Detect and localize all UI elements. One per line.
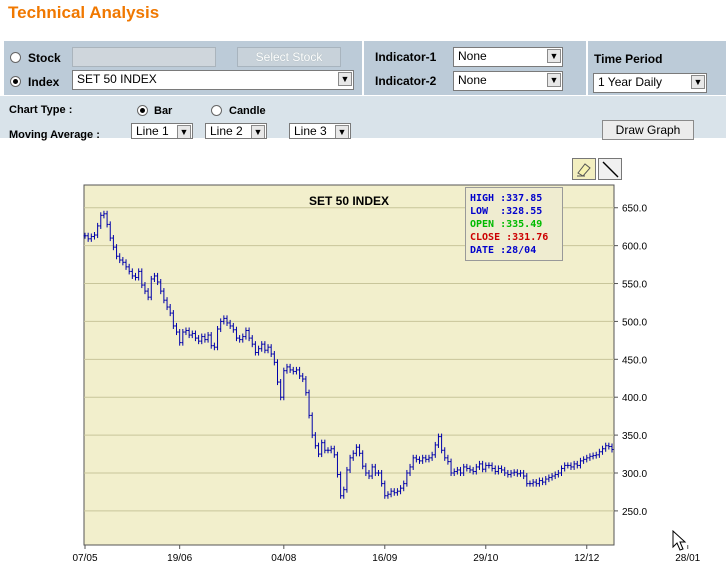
time-period-value: 1 Year Daily xyxy=(598,75,663,89)
stock-input[interactable] xyxy=(72,47,216,67)
x-tick-label: 07/05 xyxy=(72,553,97,564)
ma-line2-value: Line 2 xyxy=(210,124,243,138)
chevron-down-icon: ▼ xyxy=(338,72,352,86)
ma-line1-select[interactable]: Line 1 ▼ xyxy=(131,123,193,139)
tooltip-high: HIGH :337.85 xyxy=(470,193,543,204)
tooltip-low: LOW :328.55 xyxy=(470,206,543,217)
moving-average-label: Moving Average : xyxy=(9,129,100,141)
x-tick-label: 19/06 xyxy=(167,553,192,564)
chevron-down-icon: ▼ xyxy=(251,125,265,138)
chart-title: SET 50 INDEX xyxy=(309,194,389,208)
eraser-icon xyxy=(577,163,591,177)
eraser-tool-button[interactable] xyxy=(572,158,596,180)
bar-label: Bar xyxy=(154,105,173,117)
y-tick-label: 600.0 xyxy=(622,242,647,253)
line-draw-icon xyxy=(602,161,619,178)
bar-radio[interactable] xyxy=(137,105,148,116)
chevron-down-icon: ▼ xyxy=(547,49,561,63)
ma-line1-value: Line 1 xyxy=(136,124,169,138)
ma-line2-select[interactable]: Line 2 ▼ xyxy=(205,123,267,139)
y-tick-label: 550.0 xyxy=(622,280,647,291)
indicator1-select[interactable]: None ▼ xyxy=(453,47,563,67)
chart-type-label: Chart Type : xyxy=(9,104,73,116)
tooltip-close: CLOSE :331.76 xyxy=(470,232,549,243)
chevron-down-icon: ▼ xyxy=(177,125,191,138)
time-period-select[interactable]: 1 Year Daily ▼ xyxy=(593,73,707,93)
index-select[interactable]: SET 50 INDEX ▼ xyxy=(72,70,354,90)
draw-graph-button[interactable]: Draw Graph xyxy=(602,120,694,140)
stock-radio[interactable] xyxy=(10,52,21,63)
chevron-down-icon: ▼ xyxy=(547,73,561,87)
indicator1-value: None xyxy=(458,49,487,63)
y-axis: 250.0 300.0 350.0 400.0 450.0 500.0 550.0 600.0… xyxy=(614,204,647,518)
price-series xyxy=(83,210,614,499)
tooltip-date: DATE :28/04 xyxy=(470,245,537,256)
select-stock-button[interactable]: Select Stock xyxy=(237,47,341,67)
chevron-down-icon: ▼ xyxy=(691,75,705,89)
indicator2-select[interactable]: None ▼ xyxy=(453,71,563,91)
candle-label: Candle xyxy=(229,105,266,117)
index-radio[interactable] xyxy=(10,76,21,87)
ma-line3-value: Line 3 xyxy=(294,124,327,138)
mouse-cursor-icon xyxy=(672,530,687,551)
x-tick-label: 04/08 xyxy=(271,553,296,564)
index-select-value: SET 50 INDEX xyxy=(77,72,157,86)
price-chart[interactable]: 250.0 300.0 350.0 400.0 450.0 500.0 550.0 600.0… xyxy=(0,150,726,568)
y-tick-label: 650.0 xyxy=(622,204,647,215)
y-tick-label: 300.0 xyxy=(622,469,647,480)
source-panel: Stock Select Stock Index SET 50 INDEX ▼ xyxy=(4,41,362,95)
y-tick-label: 350.0 xyxy=(622,431,647,442)
candle-radio[interactable] xyxy=(211,105,222,116)
y-tick-label: 500.0 xyxy=(622,317,647,328)
y-tick-label: 450.0 xyxy=(622,355,647,366)
indicator1-label: Indicator-1 xyxy=(375,50,437,64)
stock-label: Stock xyxy=(28,51,61,65)
indicator2-label: Indicator-2 xyxy=(375,74,437,88)
indicator-panel: Indicator-1 None ▼ Indicator-2 None ▼ xyxy=(364,41,586,95)
index-label: Index xyxy=(28,75,60,89)
page-title: Technical Analysis xyxy=(8,3,160,22)
indicator2-value: None xyxy=(458,73,487,87)
x-tick-label: 12/12 xyxy=(574,553,599,564)
tooltip-open: OPEN :335.49 xyxy=(470,219,543,230)
price-tooltip: HIGH :337.85 LOW :328.55 OPEN :335.49 CL… xyxy=(465,187,563,261)
line-tool-button[interactable] xyxy=(598,158,622,180)
x-tick-label: 29/10 xyxy=(473,553,498,564)
draw-graph-label: Draw Graph xyxy=(615,123,681,137)
time-period-panel: Time Period 1 Year Daily ▼ xyxy=(588,41,726,95)
time-period-label: Time Period xyxy=(594,52,663,66)
x-tick-label: 16/09 xyxy=(372,553,397,564)
y-tick-label: 250.0 xyxy=(622,507,647,518)
y-tick-label: 400.0 xyxy=(622,393,647,404)
chevron-down-icon: ▼ xyxy=(335,125,349,138)
ma-line3-select[interactable]: Line 3 ▼ xyxy=(289,123,351,139)
select-stock-label: Select Stock xyxy=(255,50,323,64)
x-tick-label: 28/01 xyxy=(675,553,700,564)
chart-options-panel: Chart Type : Bar Candle Moving Average :… xyxy=(0,96,726,141)
